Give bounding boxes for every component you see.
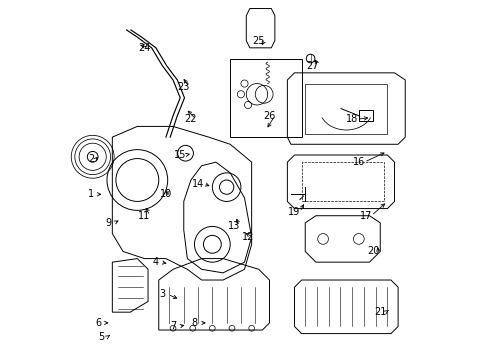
Text: 6: 6: [95, 318, 101, 328]
Text: 23: 23: [177, 82, 189, 92]
Text: 1: 1: [88, 189, 94, 199]
Text: 10: 10: [160, 189, 172, 199]
Text: 15: 15: [174, 150, 186, 160]
Text: 9: 9: [105, 218, 112, 228]
Text: 3: 3: [159, 289, 165, 299]
Bar: [230, 59, 301, 137]
Text: 12: 12: [242, 232, 254, 242]
Text: 4: 4: [152, 257, 158, 267]
Text: 2: 2: [87, 154, 94, 163]
Text: 17: 17: [359, 211, 371, 221]
Text: 25: 25: [252, 36, 264, 46]
Text: 8: 8: [191, 318, 197, 328]
Text: 14: 14: [192, 179, 204, 189]
Text: 26: 26: [263, 111, 275, 121]
Text: 16: 16: [352, 157, 364, 167]
Text: 27: 27: [305, 61, 318, 71]
Text: 11: 11: [138, 211, 150, 221]
Text: 19: 19: [288, 207, 300, 217]
Text: 20: 20: [366, 247, 379, 256]
Text: 24: 24: [138, 43, 150, 53]
Text: 22: 22: [184, 114, 197, 124]
Text: 7: 7: [170, 321, 176, 332]
Text: 21: 21: [373, 307, 386, 317]
Text: 5: 5: [98, 332, 104, 342]
Circle shape: [87, 152, 98, 162]
Text: 13: 13: [227, 221, 240, 231]
Text: 18: 18: [345, 114, 357, 124]
